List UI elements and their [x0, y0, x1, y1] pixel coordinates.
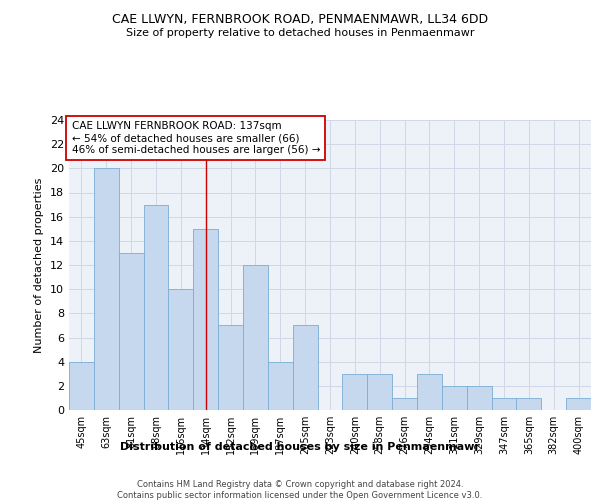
- Text: Size of property relative to detached houses in Penmaenmawr: Size of property relative to detached ho…: [126, 28, 474, 38]
- Bar: [69, 362, 94, 410]
- Text: CAE LLWYN FERNBROOK ROAD: 137sqm
← 54% of detached houses are smaller (66)
46% o: CAE LLWYN FERNBROOK ROAD: 137sqm ← 54% o…: [71, 122, 320, 154]
- Bar: [442, 386, 467, 410]
- Bar: [491, 398, 517, 410]
- Bar: [566, 398, 591, 410]
- Bar: [268, 362, 293, 410]
- Bar: [143, 204, 169, 410]
- Bar: [94, 168, 119, 410]
- Bar: [193, 229, 218, 410]
- Bar: [417, 374, 442, 410]
- Bar: [517, 398, 541, 410]
- Text: Contains HM Land Registry data © Crown copyright and database right 2024.: Contains HM Land Registry data © Crown c…: [137, 480, 463, 489]
- Y-axis label: Number of detached properties: Number of detached properties: [34, 178, 44, 352]
- Text: Contains public sector information licensed under the Open Government Licence v3: Contains public sector information licen…: [118, 491, 482, 500]
- Text: CAE LLWYN, FERNBROOK ROAD, PENMAENMAWR, LL34 6DD: CAE LLWYN, FERNBROOK ROAD, PENMAENMAWR, …: [112, 12, 488, 26]
- Bar: [343, 374, 367, 410]
- Bar: [367, 374, 392, 410]
- Bar: [243, 265, 268, 410]
- Bar: [218, 326, 243, 410]
- Text: Distribution of detached houses by size in Penmaenmawr: Distribution of detached houses by size …: [120, 442, 480, 452]
- Bar: [392, 398, 417, 410]
- Bar: [119, 253, 143, 410]
- Bar: [467, 386, 491, 410]
- Bar: [169, 289, 193, 410]
- Bar: [293, 326, 317, 410]
